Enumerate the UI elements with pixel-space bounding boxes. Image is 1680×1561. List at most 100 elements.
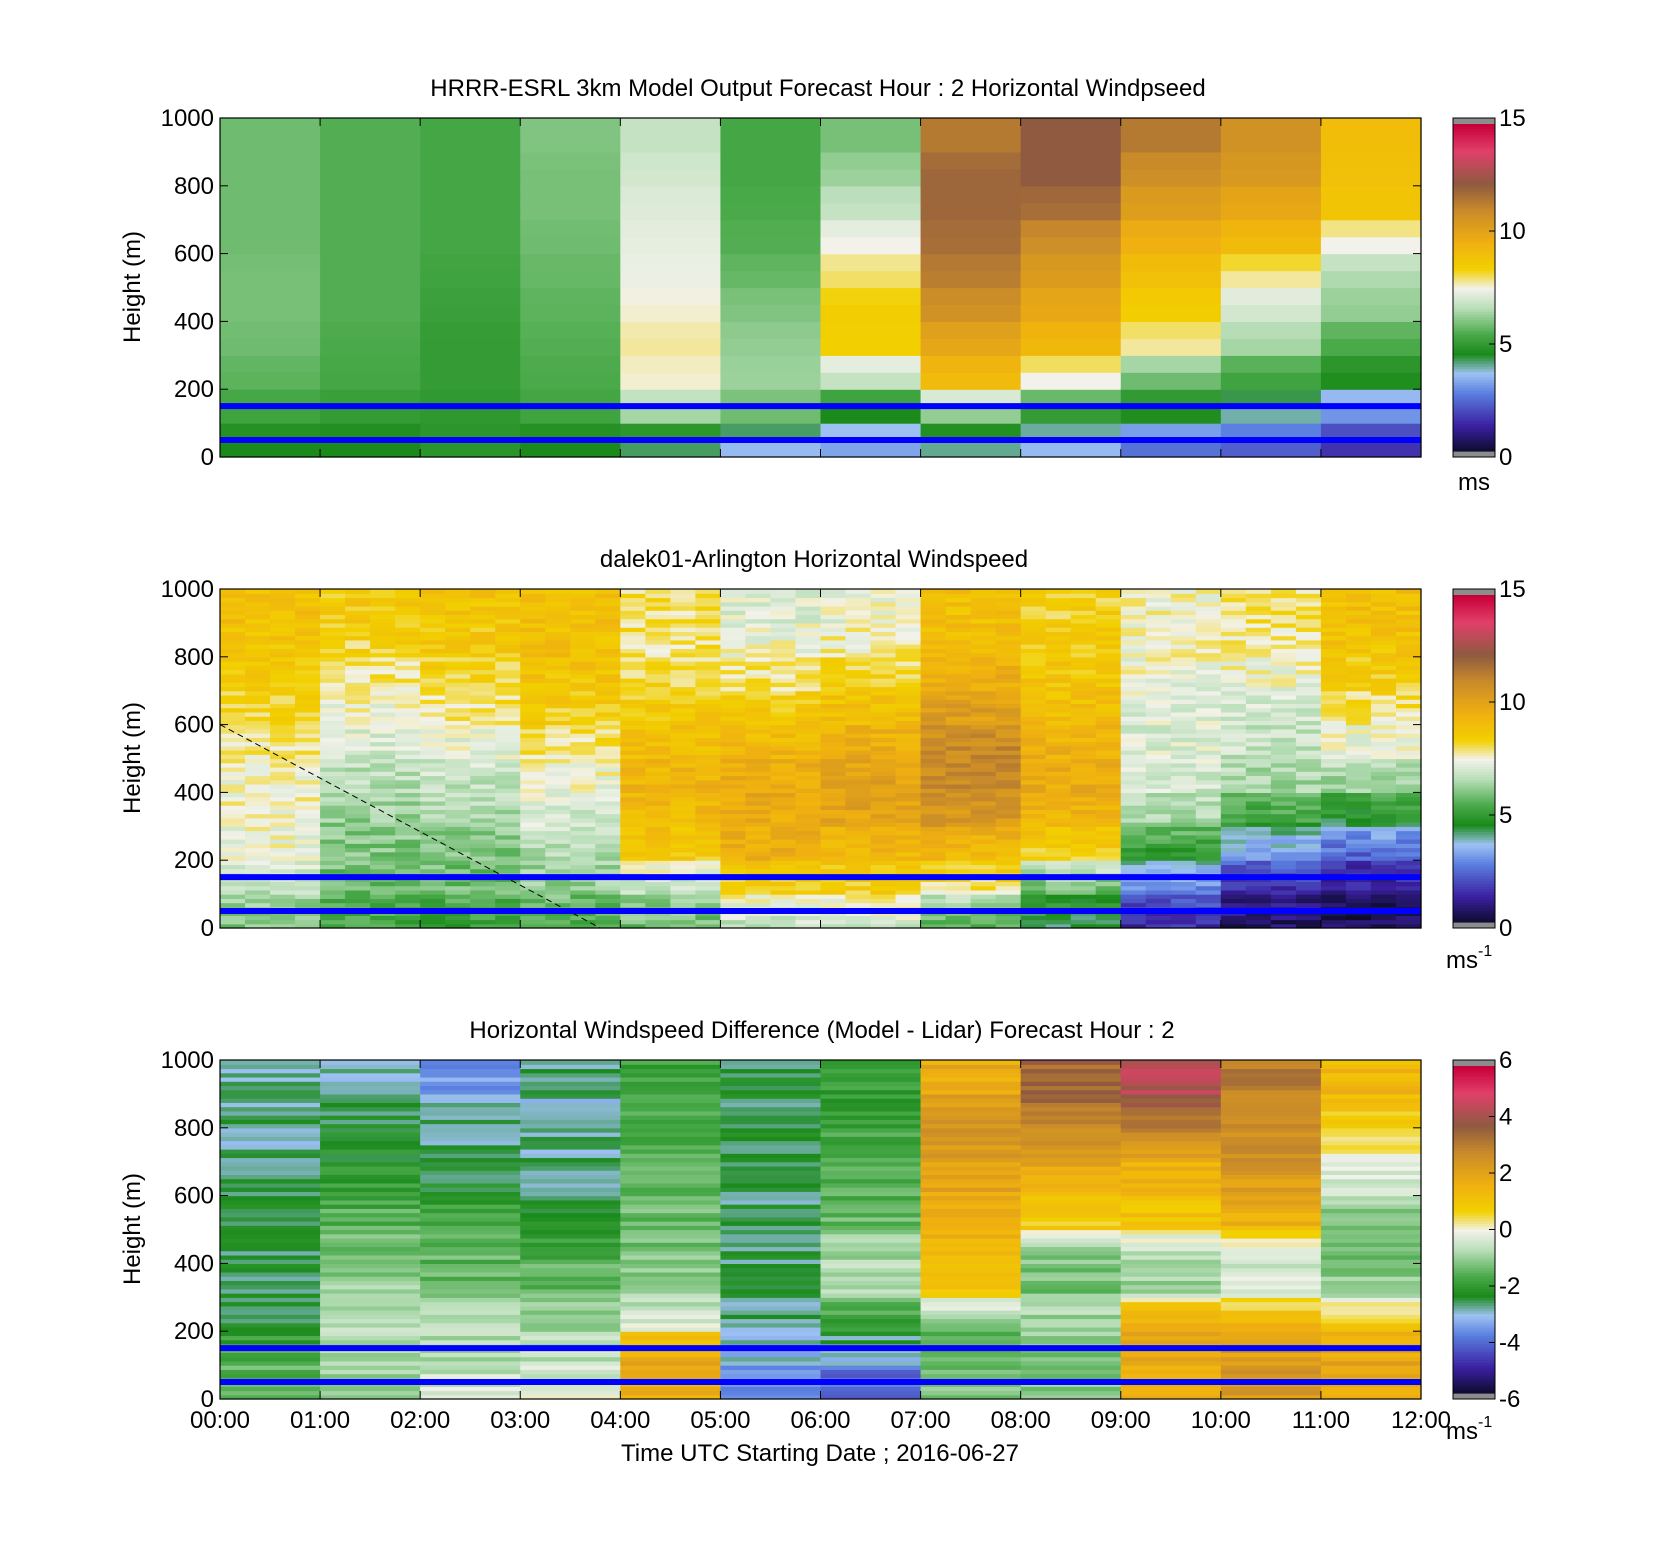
heatmap-cell [895, 839, 922, 844]
heatmap-cell [620, 1199, 722, 1205]
heatmap-cell [320, 881, 346, 887]
heatmap-cell [920, 270, 1022, 289]
heatmap-cell [245, 741, 271, 747]
heatmap-cell [320, 1148, 421, 1154]
heatmap-cell [545, 644, 571, 649]
heatmap-cell [395, 843, 421, 849]
heatmap-cell [1195, 614, 1222, 620]
heatmap-cell [395, 745, 421, 751]
heatmap-cell [595, 881, 621, 887]
heatmap-cell [895, 690, 922, 696]
heatmap-cell [445, 589, 471, 594]
heatmap-cell [620, 682, 646, 688]
heatmap-cell [520, 635, 546, 641]
heatmap-cell [1220, 716, 1247, 721]
heatmap-cell [720, 423, 822, 441]
heatmap-cell [520, 750, 546, 755]
heatmap-cell [220, 253, 321, 272]
heatmap-cell [545, 762, 571, 768]
heatmap-cell [720, 593, 747, 599]
heatmap-cell [445, 699, 471, 705]
heatmap-cell [420, 754, 446, 760]
heatmap-cell [670, 665, 696, 671]
heatmap-cell [920, 792, 947, 798]
heatmap-cell [695, 716, 722, 721]
heatmap-cell [1120, 151, 1222, 170]
heatmap-cell [320, 847, 346, 853]
heatmap-cell [720, 750, 747, 755]
heatmap-cell [1045, 830, 1072, 836]
heatmap-cell [1220, 622, 1247, 628]
heatmap-cell [420, 1191, 521, 1197]
heatmap-cell [345, 618, 371, 624]
heatmap-cell [1320, 694, 1347, 700]
heatmap-cell [545, 868, 571, 874]
heatmap-cell [345, 741, 371, 747]
heatmap-cell [245, 843, 271, 849]
heatmap-cell [1270, 898, 1297, 904]
heatmap-cell [370, 737, 396, 743]
heatmap-cell [720, 639, 747, 645]
heatmap-cell [220, 669, 246, 675]
heatmap-cell [945, 622, 972, 628]
y-tick-label: 200 [174, 847, 214, 874]
heatmap-cell [620, 728, 646, 734]
heatmap-cell [245, 745, 271, 751]
heatmap-cell [1345, 669, 1372, 675]
heatmap-cell [995, 618, 1022, 624]
heatmap-cell [370, 902, 396, 908]
heatmap-cell [870, 758, 897, 764]
heatmap-cell [1095, 601, 1122, 607]
heatmap-cell [520, 805, 546, 810]
heatmap-cell [320, 923, 346, 929]
heatmap-cell [1195, 754, 1222, 760]
heatmap-cell [1170, 597, 1197, 603]
heatmap-cell [520, 817, 546, 823]
heatmap-cell [320, 817, 346, 823]
colorbar-swatch [1453, 728, 1495, 732]
heatmap-cell [870, 860, 897, 866]
heatmap-cell [1395, 652, 1422, 658]
heatmap-cell [220, 1174, 321, 1180]
heatmap-cell [795, 728, 822, 734]
heatmap-cell [295, 919, 321, 925]
heatmap-cell [620, 1081, 722, 1087]
colorbar-swatch [1453, 627, 1495, 632]
heatmap-cell [620, 805, 646, 810]
heatmap-cell [770, 783, 797, 789]
heatmap-cell [395, 597, 421, 603]
heatmap-cell [245, 703, 271, 709]
heatmap-cell [820, 1153, 922, 1159]
heatmap-cell [670, 699, 696, 705]
heatmap-cell [395, 766, 421, 772]
heatmap-cell [320, 1365, 421, 1370]
heatmap-cell [370, 733, 396, 738]
heatmap-cell [420, 389, 521, 407]
heatmap-cell [1270, 733, 1297, 738]
colorbar-swatch [1453, 668, 1495, 672]
colorbar-swatch [1453, 284, 1495, 289]
colorbar-swatch [1453, 881, 1495, 885]
heatmap-cell [1095, 597, 1122, 603]
heatmap-cell [470, 792, 496, 798]
heatmap-cell [220, 185, 321, 204]
heatmap-cell [545, 589, 571, 594]
heatmap-cell [545, 593, 571, 599]
heatmap-cell [420, 605, 446, 611]
heatmap-cell [1045, 618, 1072, 624]
heatmap-cell [1270, 885, 1297, 891]
heatmap-cell [820, 1335, 922, 1341]
heatmap-cell [495, 868, 521, 874]
heatmap-cell [445, 885, 471, 891]
heatmap-cell [345, 889, 371, 895]
heatmap-cell [620, 1242, 722, 1248]
heatmap-cell [270, 618, 296, 624]
heatmap-cell [645, 648, 671, 654]
heatmap-cell [1220, 661, 1247, 666]
heatmap-cell [945, 902, 972, 908]
colorbar-swatch [1453, 796, 1495, 800]
heatmap-cell [1045, 898, 1072, 904]
heatmap-cell [920, 694, 947, 700]
heatmap-cell [1345, 627, 1372, 632]
heatmap-cell [1395, 889, 1422, 895]
